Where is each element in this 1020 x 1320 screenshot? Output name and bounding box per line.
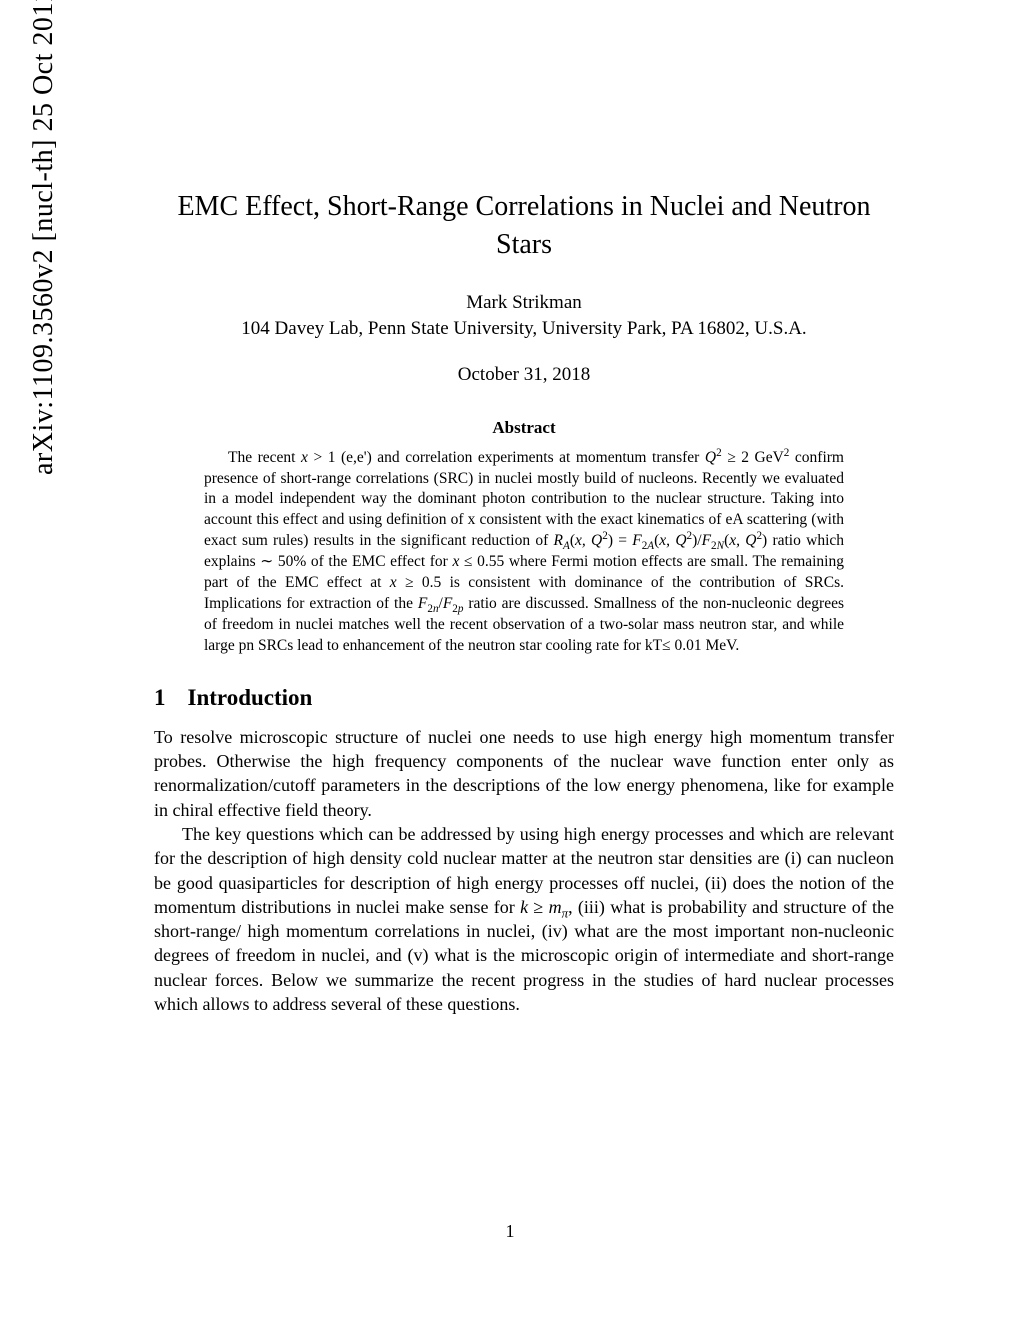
arxiv-watermark: arXiv:1109.3560v2 [nucl-th] 25 Oct 2011 [28, 0, 60, 475]
body-paragraph-1: To resolve microscopic structure of nucl… [154, 725, 894, 822]
paper-title: EMC Effect, Short-Range Correlations in … [154, 188, 894, 264]
paper-content: EMC Effect, Short-Range Correlations in … [154, 188, 894, 1016]
author-name: Mark Strikman [154, 292, 894, 314]
page-number: 1 [0, 1221, 1020, 1242]
abstract-text: The recent x > 1 (e,e') and correlation … [204, 449, 844, 654]
abstract-heading: Abstract [154, 418, 894, 438]
paper-date: October 31, 2018 [154, 364, 894, 386]
body-paragraph-2: The key questions which can be addressed… [154, 822, 894, 1016]
section-heading: 1 Introduction [154, 685, 894, 711]
author-affiliation: 104 Davey Lab, Penn State University, Un… [154, 318, 894, 340]
body-paragraph-2-text: The key questions which can be addressed… [154, 824, 894, 1014]
abstract-body: The recent x > 1 (e,e') and correlation … [204, 448, 844, 657]
section-title: Introduction [188, 685, 313, 710]
section-number: 1 [154, 685, 166, 711]
